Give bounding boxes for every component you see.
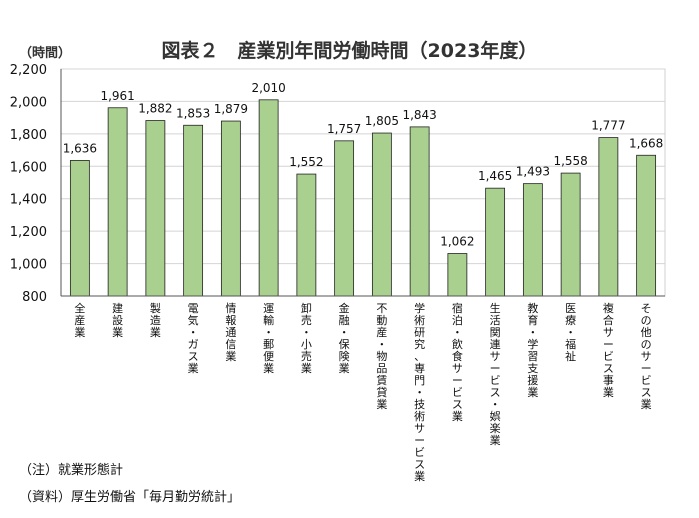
bar xyxy=(598,137,619,297)
x-tick-label: その他のサービス業 xyxy=(641,302,652,411)
footnote: （注）就業形態計 xyxy=(19,463,124,478)
y-tick-label: 2,000 xyxy=(10,95,47,110)
data-label: 1,805 xyxy=(365,114,399,128)
bar xyxy=(145,120,166,297)
y-axis-unit-label: （時間） xyxy=(19,46,72,61)
x-tick-label: 卸売・小売業 xyxy=(301,301,312,375)
x-tick-label: 全産業 xyxy=(74,301,85,339)
data-label: 1,636 xyxy=(63,141,97,155)
x-tick-label: 建設業 xyxy=(112,301,123,339)
x-tick-label: 宿泊・飲食サービス業 xyxy=(452,301,463,423)
data-label: 1,853 xyxy=(176,106,210,120)
bars xyxy=(69,99,657,297)
x-tick-label: 運輸・郵便業 xyxy=(263,302,274,375)
x-tick-label: 教育・学習支援業 xyxy=(527,302,538,399)
bar xyxy=(485,187,506,297)
data-label: 1,558 xyxy=(553,154,587,168)
x-tick-label: 情報通信業 xyxy=(225,302,236,363)
bar xyxy=(447,253,468,297)
y-tick-label: 2,200 xyxy=(10,63,47,78)
x-tick-label: 生活関連サービス・娯楽業 xyxy=(490,301,501,447)
data-label: 1,668 xyxy=(629,136,663,150)
y-tick-label: 800 xyxy=(22,290,47,305)
bar xyxy=(636,154,657,297)
bar xyxy=(107,107,128,297)
y-tick-label: 1,200 xyxy=(10,225,47,240)
y-tick-label: 1,400 xyxy=(10,193,47,208)
y-tick-label: 1,600 xyxy=(10,160,47,175)
x-tick-label: 医療・福祉 xyxy=(565,302,576,363)
data-label: 1,757 xyxy=(327,122,361,136)
source-note: （資料）厚生労働省「毎月勤労統計」 xyxy=(19,490,241,505)
axes xyxy=(60,69,665,297)
data-label: 1,882 xyxy=(138,102,172,116)
bar xyxy=(409,126,430,297)
data-label: 1,843 xyxy=(402,108,436,122)
labels: 800 1,000 1,200 1,400 1,600 1,800 2,000 2,200 1,… xyxy=(10,63,664,483)
bar xyxy=(560,172,581,297)
data-label: 1,493 xyxy=(516,165,550,179)
data-label: 2,010 xyxy=(251,81,285,95)
chart-title: 図表２ 産業別年間労働時間（2023年度） xyxy=(161,40,538,62)
bar xyxy=(183,124,204,297)
x-tick-label: 金融・保険業 xyxy=(339,301,350,375)
y-tick-label: 1,800 xyxy=(10,128,47,143)
bar xyxy=(258,99,279,297)
bar xyxy=(371,132,392,297)
data-label: 1,777 xyxy=(591,119,625,133)
y-tick-label: 1,000 xyxy=(10,258,47,273)
data-label: 1,465 xyxy=(478,169,512,183)
bar xyxy=(522,183,543,297)
bar xyxy=(334,140,355,297)
bar xyxy=(296,173,317,297)
x-tick-label: 複合サービス事業 xyxy=(603,301,614,399)
x-tick-label: 電気・ガス業 xyxy=(188,302,199,375)
bar xyxy=(220,120,241,297)
data-label: 1,552 xyxy=(289,155,323,169)
bar xyxy=(69,160,90,297)
x-tick-label: 不動産・物品賃貸業 xyxy=(376,302,387,411)
data-label: 1,961 xyxy=(100,89,134,103)
data-label: 1,879 xyxy=(214,102,248,116)
data-label: 1,062 xyxy=(440,235,474,249)
x-tick-label: 学術研究、専門・技術サービス業 xyxy=(414,301,425,483)
x-tick-label: 製造業 xyxy=(150,301,161,339)
